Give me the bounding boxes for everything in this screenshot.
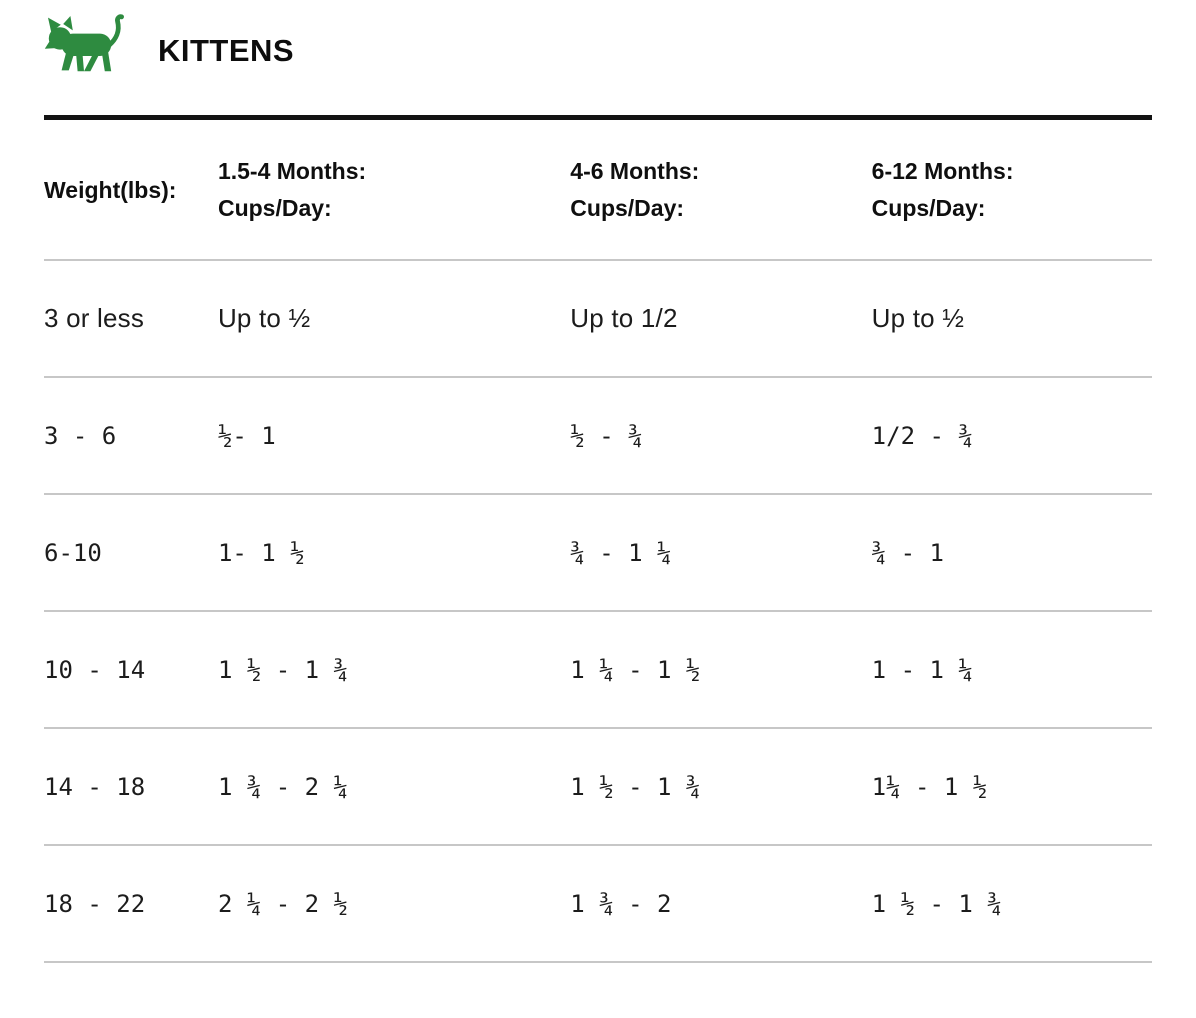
cat-icon [44, 8, 132, 80]
weight-cell: 3 or less [44, 260, 218, 378]
cups-cell: ¾ - 1 [871, 494, 1152, 612]
weight-cell: 10 - 14 [44, 611, 218, 729]
header-line: 4-6 Months: [570, 158, 700, 184]
header-line: Weight(lbs): [44, 176, 177, 203]
cups-cell: ¾ - 1 ¼ [570, 494, 872, 612]
kittens-feeding-section: KITTENS Weight(lbs): 1.5-4 Months: Cups/… [44, 6, 1152, 963]
column-header-4-6-months: 4-6 Months: Cups/Day: [570, 120, 872, 261]
cups-cell: 1 ½ - 1 ¾ [871, 845, 1152, 963]
weight-cell: 14 - 18 [44, 728, 218, 846]
column-header-6-12-months: 6-12 Months: Cups/Day: [871, 120, 1152, 261]
cups-cell: 2 ¼ - 2 ½ [217, 845, 571, 963]
cups-cell: 1/2 - ¾ [871, 377, 1152, 495]
table-row: 14 - 18 1 ¾ - 2 ¼ 1 ½ - 1 ¾ 1¼ - 1 ½ [44, 728, 1152, 846]
column-header-1-5-4-months: 1.5-4 Months: Cups/Day: [217, 120, 571, 261]
header-rule [44, 115, 1152, 120]
cups-cell: 1 ¾ - 2 ¼ [217, 728, 571, 846]
table-row: 3 - 6 ½- 1 ½ - ¾ 1/2 - ¾ [44, 377, 1152, 495]
column-header-weight: Weight(lbs): [44, 120, 218, 261]
header-line: Cups/Day: [217, 195, 332, 221]
header-line: Cups/Day: [871, 195, 986, 221]
table-row: 6-10 1- 1 ½ ¾ - 1 ¼ ¾ - 1 [44, 494, 1152, 612]
table-row: 10 - 14 1 ½ - 1 ¾ 1 ¼ - 1 ½ 1 - 1 ¼ [44, 611, 1152, 729]
header-line: Cups/Day: [570, 195, 685, 221]
cups-cell: Up to ½ [871, 260, 1152, 378]
cups-cell: 1 ½ - 1 ¾ [217, 611, 571, 729]
cups-cell: ½ - ¾ [570, 377, 872, 495]
section-header: KITTENS [44, 6, 1152, 82]
cups-cell: Up to 1/2 [570, 260, 872, 378]
weight-cell: 6-10 [44, 494, 218, 612]
table-row: 18 - 22 2 ¼ - 2 ½ 1 ¾ - 2 1 ½ - 1 ¾ [44, 845, 1152, 963]
table-header-row: Weight(lbs): 1.5-4 Months: Cups/Day: 4-6… [44, 120, 1152, 261]
weight-cell: 18 - 22 [44, 845, 218, 963]
header-line: 1.5-4 Months: [217, 158, 367, 184]
header-line: 6-12 Months: [871, 158, 1014, 184]
weight-cell: 3 - 6 [44, 377, 218, 495]
kitten-feeding-table: Weight(lbs): 1.5-4 Months: Cups/Day: 4-6… [44, 120, 1152, 963]
cups-cell: 1 ¾ - 2 [570, 845, 872, 963]
cups-cell: 1- 1 ½ [217, 494, 571, 612]
cups-cell: 1 ¼ - 1 ½ [570, 611, 872, 729]
cups-cell: 1 ½ - 1 ¾ [570, 728, 872, 846]
table-row: 3 or less Up to ½ Up to 1/2 Up to ½ [44, 260, 1152, 378]
cups-cell: 1 - 1 ¼ [871, 611, 1152, 729]
cups-cell: ½- 1 [217, 377, 571, 495]
cups-cell: Up to ½ [217, 260, 571, 378]
page-title: KITTENS [158, 33, 295, 68]
cups-cell: 1¼ - 1 ½ [871, 728, 1152, 846]
